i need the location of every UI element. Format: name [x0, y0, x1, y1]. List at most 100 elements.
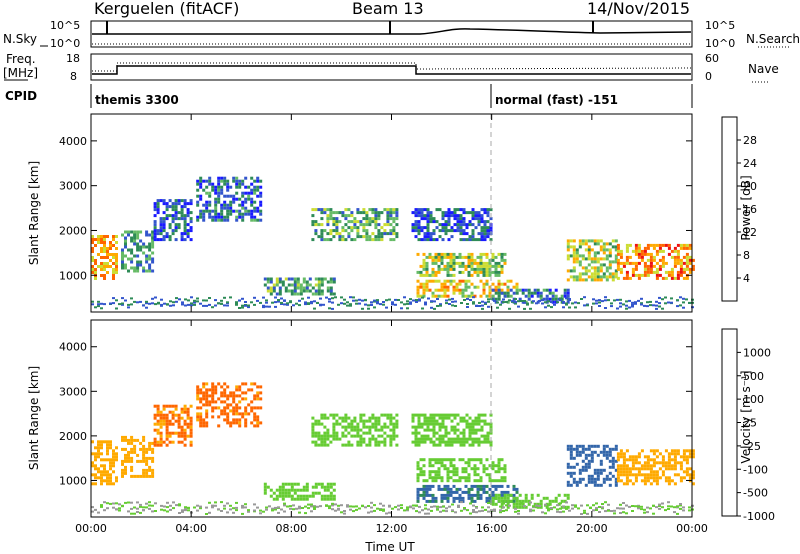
data-cell	[527, 499, 531, 503]
data-cell	[344, 428, 348, 432]
ground-scatter-cell	[220, 510, 223, 512]
ground-scatter-cell	[394, 298, 397, 301]
data-cell	[168, 431, 172, 435]
data-cell	[244, 412, 248, 416]
data-cell	[130, 465, 134, 469]
data-cell	[359, 443, 363, 447]
data-cell	[365, 232, 369, 236]
ground-scatter-cell	[385, 306, 388, 309]
data-cell	[483, 437, 487, 441]
data-cell	[326, 286, 330, 290]
data-cell	[474, 419, 478, 423]
data-cell	[109, 446, 112, 450]
data-cell	[220, 191, 224, 195]
ground-scatter-cell	[433, 505, 436, 508]
data-cell	[431, 493, 435, 497]
ground-scatter-cell	[514, 301, 517, 304]
data-cell	[443, 267, 447, 271]
data-cell	[250, 200, 254, 204]
data-cell	[214, 385, 218, 389]
data-cell	[458, 487, 462, 491]
ground-scatter-cell	[679, 503, 682, 505]
data-cell	[572, 447, 576, 451]
data-cell	[440, 476, 444, 480]
data-cell	[151, 257, 155, 261]
ground-scatter-cell	[538, 300, 541, 302]
ground-scatter-cell	[421, 296, 424, 299]
data-cell	[156, 419, 160, 423]
data-cell	[244, 421, 248, 425]
data-cell	[256, 185, 260, 189]
data-cell	[414, 437, 418, 441]
data-cell	[112, 256, 115, 259]
data-cell	[682, 458, 686, 462]
y-tick-label: 3000	[59, 180, 87, 193]
ground-scatter-cell	[187, 509, 190, 512]
data-cell	[341, 416, 345, 420]
data-cell	[482, 467, 486, 471]
ground-scatter-cell	[190, 304, 193, 307]
data-cell	[156, 238, 160, 242]
ground-scatter-cell	[523, 505, 526, 508]
data-cell	[326, 220, 330, 224]
data-cell	[145, 459, 149, 463]
data-cell	[447, 217, 451, 221]
data-cell	[628, 458, 632, 462]
data-cell	[347, 431, 351, 435]
ground-scatter-cell	[274, 506, 277, 509]
data-cell	[482, 282, 486, 286]
data-cell	[631, 455, 635, 459]
ground-scatter-cell	[397, 299, 400, 301]
data-cell	[560, 294, 564, 298]
data-cell	[614, 447, 618, 451]
data-cell	[587, 251, 591, 255]
data-cell	[97, 455, 100, 459]
ground-scatter-cell	[481, 506, 484, 509]
data-cell	[305, 482, 309, 486]
data-cell	[420, 226, 424, 230]
data-cell	[578, 450, 582, 454]
data-cell	[480, 434, 484, 438]
data-cell	[491, 255, 495, 259]
ground-scatter-cell	[319, 505, 322, 508]
data-cell	[341, 229, 345, 233]
ground-scatter-cell	[451, 503, 454, 506]
data-cell	[153, 416, 157, 420]
data-cell	[426, 214, 430, 218]
ground-scatter-cell	[409, 302, 412, 305]
data-cell	[453, 440, 457, 444]
data-cell	[616, 243, 620, 247]
ground-scatter-cell	[562, 306, 565, 309]
data-cell	[584, 242, 588, 246]
data-cell	[572, 456, 576, 460]
data-cell	[459, 416, 463, 420]
data-cell	[477, 220, 481, 224]
data-cell	[299, 289, 303, 293]
data-cell	[115, 476, 118, 480]
data-cell	[183, 202, 187, 206]
data-cell	[452, 499, 456, 503]
data-cell	[449, 461, 453, 465]
data-cell	[438, 425, 442, 429]
ground-scatter-cell	[259, 512, 262, 515]
data-cell	[658, 267, 662, 271]
data-cell	[256, 394, 260, 398]
data-cell	[353, 226, 357, 230]
data-cell	[314, 482, 318, 486]
data-cell	[602, 245, 606, 249]
data-cell	[374, 416, 378, 420]
data-cell	[428, 461, 432, 465]
data-cell	[467, 255, 471, 259]
ground-scatter-cell	[223, 504, 226, 507]
data-cell	[643, 261, 647, 265]
data-cell	[431, 267, 435, 271]
ground-scatter-cell	[166, 506, 169, 509]
ground-scatter-cell	[499, 505, 502, 508]
data-cell	[314, 431, 318, 435]
data-cell	[299, 494, 303, 498]
data-cell	[362, 422, 366, 426]
data-cell	[422, 487, 426, 491]
ground-scatter-cell	[646, 506, 649, 509]
data-cell	[189, 419, 193, 423]
data-cell	[368, 208, 372, 212]
